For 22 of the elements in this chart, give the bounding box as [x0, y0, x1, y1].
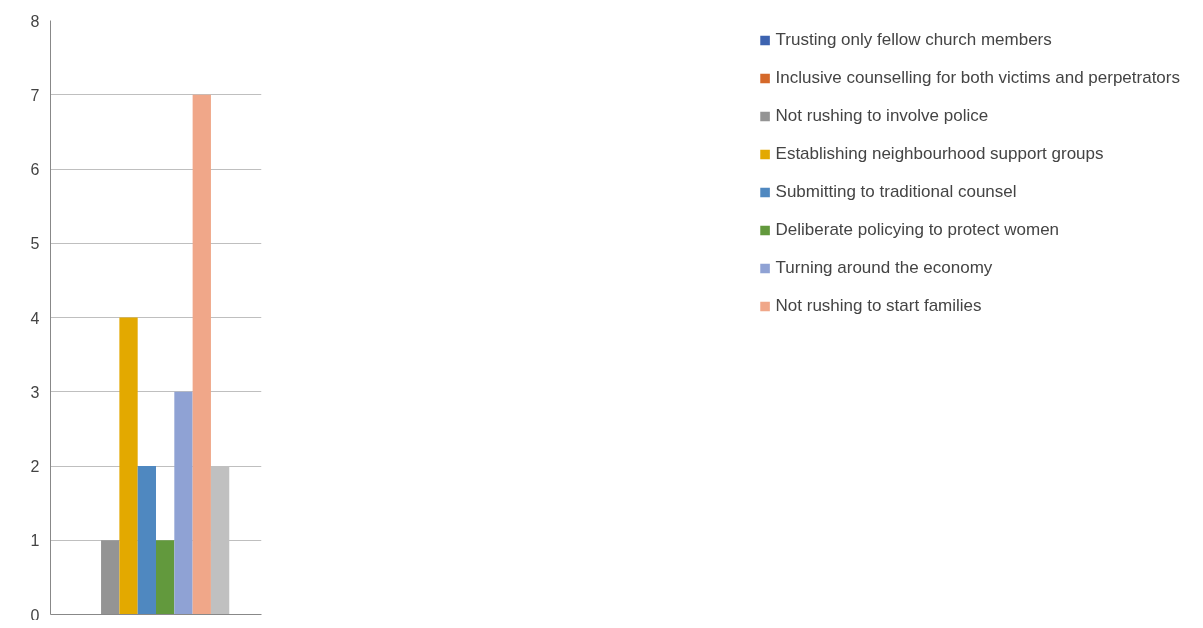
- bar: [119, 317, 138, 615]
- bar: [192, 94, 211, 615]
- y-tick-label: 8: [30, 12, 40, 30]
- legend-label: Submitting to traditional counsel: [775, 182, 1017, 202]
- y-tick-label: 5: [30, 235, 40, 253]
- bar: [174, 391, 193, 615]
- legend-label: Deliberate policying to protect women: [775, 220, 1060, 240]
- y-tick-label: 1: [30, 532, 40, 550]
- y-tick-label: 2: [30, 458, 40, 475]
- y-tick-label: 4: [30, 309, 40, 327]
- bar: [156, 540, 175, 615]
- legend-label: Turning around the economy: [775, 258, 993, 278]
- y-tick-label: 3: [30, 383, 40, 401]
- y-tick-label: 6: [30, 161, 40, 178]
- legend-label: Establishing neighbourhood support groups: [775, 144, 1104, 164]
- y-tick-label: 0: [30, 606, 40, 624]
- y-tick-label: 7: [30, 86, 40, 104]
- bar: [137, 466, 156, 615]
- legend-label: Trusting only fellow church members: [775, 30, 1052, 50]
- legend-label: Not rushing to start families: [775, 296, 982, 316]
- legend-label: Inclusive counselling for both victims and perpetrators: [775, 68, 1180, 88]
- legend-label: Not rushing to involve police: [775, 106, 989, 126]
